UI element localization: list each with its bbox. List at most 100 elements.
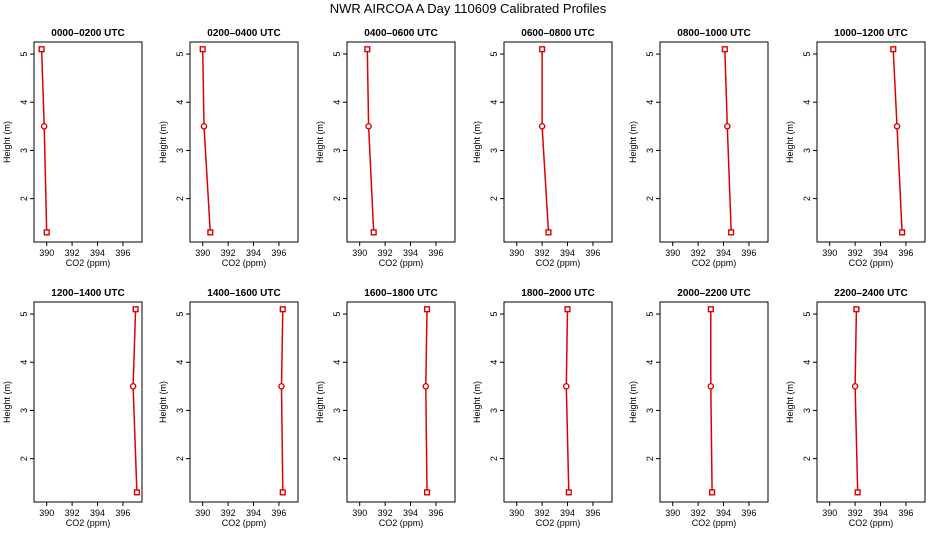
y-axis-label: Height (m): [158, 121, 168, 163]
x-axis-label: CO2 (ppm): [66, 518, 111, 528]
plot-frame: [189, 41, 299, 243]
y-tick-label: 5: [175, 52, 185, 57]
y-tick-label: 2: [19, 196, 29, 201]
y-tick-label: 4: [802, 360, 812, 365]
data-point: [539, 46, 546, 53]
x-tick-label: 390: [195, 508, 210, 518]
data-point: [278, 383, 285, 390]
y-axis-label: Height (m): [315, 121, 325, 163]
x-tick-label: 396: [585, 508, 600, 518]
profile-chart: 1200–1400 UTC 390 392 394 396 CO2 (ppm) 2 3 4 5 He…: [2, 288, 143, 528]
x-tick-label: 394: [403, 508, 418, 518]
x-tick-label: 390: [509, 248, 524, 258]
x-axis-label: CO2 (ppm): [379, 258, 424, 268]
profile-chart: 1800–2000 UTC 390 392 394 396 CO2 (ppm) 2 3 4 5 He…: [472, 288, 613, 528]
profile-line: [280, 309, 284, 493]
plot-frame: [659, 41, 769, 243]
x-tick-label: 392: [378, 508, 393, 518]
x-tick-label: 394: [403, 248, 418, 258]
x-axis-label: CO2 (ppm): [379, 518, 424, 528]
plot-frame: [346, 301, 456, 503]
y-tick-label: 4: [175, 100, 185, 105]
x-tick-label: 392: [848, 248, 863, 258]
x-tick-label: 396: [741, 248, 756, 258]
profile-line: [132, 309, 138, 493]
y-tick-label: 4: [175, 360, 185, 365]
x-tick-label: 392: [65, 508, 80, 518]
y-axis-label: Height (m): [472, 121, 482, 163]
profile-chart: 0200–0400 UTC 390 392 394 396 CO2 (ppm) 2 3 4 5 He…: [158, 28, 299, 268]
x-tick-label: 392: [691, 248, 706, 258]
profile-chart: 2200–2400 UTC 390 392 394 396 CO2 (ppm) 2 3 4 5 He…: [785, 288, 926, 528]
data-point: [707, 383, 715, 390]
data-point: [133, 489, 141, 496]
y-tick-label: 2: [802, 196, 812, 201]
x-axis-label: CO2 (ppm): [222, 258, 267, 268]
x-tick-label: 392: [221, 508, 236, 518]
plot-frame: [816, 301, 926, 503]
y-tick-label: 3: [332, 408, 342, 413]
x-axis-label: CO2 (ppm): [222, 518, 267, 528]
x-tick-label: 394: [716, 248, 731, 258]
y-tick-label: 5: [802, 52, 812, 57]
y-tick-label: 5: [489, 312, 499, 317]
y-tick-label: 4: [19, 360, 29, 365]
profile-line: [201, 49, 212, 233]
y-tick-label: 5: [332, 312, 342, 317]
x-tick-label: 396: [115, 508, 130, 518]
y-tick-label: 3: [802, 148, 812, 153]
x-tick-label: 390: [665, 508, 680, 518]
plot-frame: [503, 41, 613, 243]
x-tick-label: 396: [428, 508, 443, 518]
data-point: [38, 46, 45, 53]
profile-line: [710, 309, 713, 493]
profile-line: [892, 49, 903, 233]
chart-title: 1400–1600 UTC: [207, 288, 280, 299]
profile-chart: 1600–1800 UTC 390 392 394 396 CO2 (ppm) 2 3 4 5 He…: [315, 288, 456, 528]
y-tick-label: 2: [332, 456, 342, 461]
page-title: NWR AIRCOA A Day 110609 Calibrated Profi…: [329, 1, 607, 16]
x-tick-label: 390: [352, 248, 367, 258]
x-axis-label: CO2 (ppm): [692, 518, 737, 528]
y-axis-label: Height (m): [472, 381, 482, 423]
chart-title: 0600–0800 UTC: [521, 28, 594, 39]
x-tick-label: 394: [246, 248, 261, 258]
y-tick-label: 3: [489, 148, 499, 153]
y-tick-label: 5: [802, 312, 812, 317]
y-tick-label: 2: [489, 196, 499, 201]
plot-frame: [816, 41, 926, 243]
y-axis-label: Height (m): [2, 381, 12, 423]
y-tick-label: 2: [802, 456, 812, 461]
x-tick-label: 396: [428, 248, 443, 258]
y-tick-label: 2: [332, 196, 342, 201]
y-tick-label: 5: [19, 312, 29, 317]
y-axis-label: Height (m): [785, 381, 795, 423]
data-point: [854, 489, 861, 496]
x-tick-label: 390: [39, 248, 54, 258]
y-tick-label: 4: [19, 100, 29, 105]
y-tick-label: 2: [645, 196, 655, 201]
profile-chart: 0600–0800 UTC 390 392 394 396 CO2 (ppm) 2 3 4 5 He…: [472, 28, 613, 268]
x-tick-label: 394: [716, 508, 731, 518]
y-axis-label: Height (m): [158, 381, 168, 423]
chart-title: 2200–2400 UTC: [834, 288, 907, 299]
y-tick-label: 3: [175, 408, 185, 413]
y-tick-label: 4: [489, 360, 499, 365]
y-tick-label: 5: [489, 52, 499, 57]
profile-chart: 2000–2200 UTC 390 392 394 396 CO2 (ppm) 2 3 4 5 He…: [628, 288, 769, 528]
x-tick-label: 390: [822, 248, 837, 258]
x-tick-label: 396: [898, 248, 913, 258]
data-point: [721, 46, 728, 53]
y-tick-label: 2: [489, 456, 499, 461]
x-axis-label: CO2 (ppm): [536, 518, 581, 528]
y-tick-label: 3: [489, 408, 499, 413]
chart-title: 0000–0200 UTC: [51, 28, 124, 39]
profile-line: [854, 309, 859, 493]
x-tick-label: 392: [691, 508, 706, 518]
chart-title: 0800–1000 UTC: [677, 28, 750, 39]
y-tick-label: 4: [332, 100, 342, 105]
data-point: [538, 123, 546, 130]
y-axis-label: Height (m): [315, 381, 325, 423]
profile-line: [366, 49, 375, 233]
y-tick-label: 3: [645, 148, 655, 153]
